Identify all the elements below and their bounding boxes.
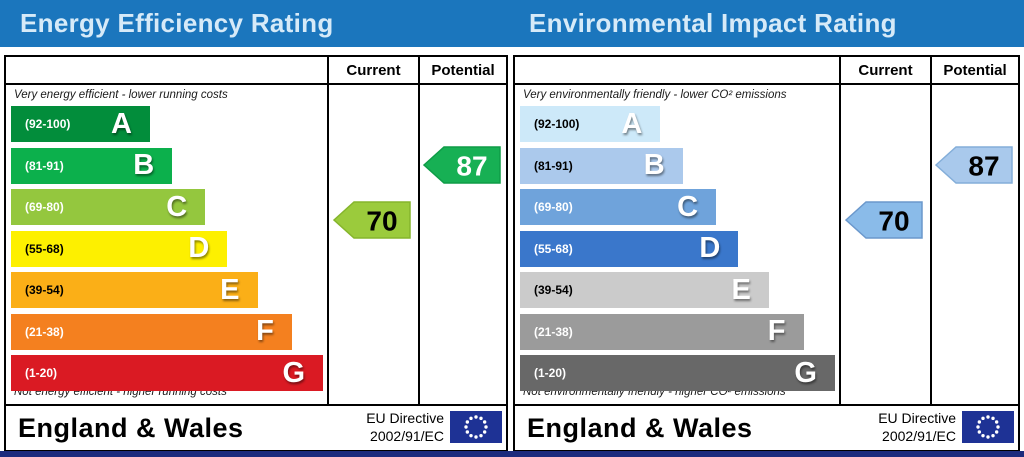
eu-directive-line2: 2002/91/EC <box>882 427 956 444</box>
rating-band-e: (39-54) E <box>520 272 769 308</box>
eu-directive-line1: EU Directive <box>878 410 956 426</box>
band-letter: E <box>220 273 240 306</box>
eu-flag-icon <box>962 411 1014 443</box>
band-letter: F <box>256 315 274 347</box>
band-range-label: (69-80) <box>534 200 573 214</box>
band-range-label: (55-68) <box>534 241 573 256</box>
svg-text:87: 87 <box>968 150 999 181</box>
band-range-label: (69-80) <box>25 200 64 214</box>
region-label: England & Wales <box>18 412 244 443</box>
band-range-label: (21-38) <box>25 324 64 339</box>
bottom-accent-bar <box>0 451 1024 457</box>
potential-column-header: Potential <box>418 57 506 83</box>
rating-band-e: (39-54) E <box>11 272 258 308</box>
rating-band-c: (69-80) C <box>520 189 717 225</box>
rating-band-b: (81-91) B <box>11 147 173 184</box>
top-caption: Very energy efficient - lower running co… <box>14 89 228 101</box>
column-header-row: Current Potential <box>515 57 1018 85</box>
band-letter: E <box>731 273 751 306</box>
rating-band-a: (92-100) A <box>520 106 661 142</box>
rating-band-c: (69-80) C <box>11 189 206 225</box>
top-caption: Very environmentally friendly - lower CO… <box>523 89 787 101</box>
rating-band-b: (81-91) B <box>520 147 683 184</box>
top-header-bar: Energy Efficiency Rating Environmental I… <box>0 0 1024 47</box>
band-range-label: (81-91) <box>25 158 64 173</box>
band-letter: D <box>188 232 210 264</box>
band-range-label: (1-20) <box>534 366 567 380</box>
panel-footer: England & Wales EU Directive 2002/91/EC <box>515 404 1018 450</box>
eu-directive-text: EU Directive 2002/91/EC <box>366 410 444 445</box>
energy-efficiency-title: Energy Efficiency Rating <box>20 8 334 38</box>
eu-directive-text: EU Directive 2002/91/EC <box>878 410 956 445</box>
header-spacer-cell <box>515 57 839 83</box>
band-range-label: (81-91) <box>534 158 573 173</box>
potential-rating-arrow: 87 <box>423 145 501 184</box>
panel-footer: England & Wales EU Directive 2002/91/EC <box>6 404 506 450</box>
rating-band-d: (55-68) D <box>520 230 739 267</box>
potential-value-column: 87 <box>930 85 1018 404</box>
rating-band-d: (55-68) D <box>11 230 228 267</box>
band-letter: G <box>282 356 305 389</box>
rating-band-f: (21-38) F <box>520 313 804 350</box>
column-header-row: Current Potential <box>6 57 506 85</box>
band-letter: C <box>677 190 699 223</box>
eu-directive-line1: EU Directive <box>366 410 444 426</box>
band-range-label: (39-54) <box>25 283 64 297</box>
band-range-label: (92-100) <box>534 117 580 131</box>
current-value-column: 70 <box>839 85 930 404</box>
rating-chart-area: Very environmentally friendly - lower CO… <box>515 85 1018 404</box>
current-rating-arrow: 70 <box>845 201 923 239</box>
band-letter: B <box>133 149 155 181</box>
band-range-label: (55-68) <box>25 241 64 256</box>
band-range-label: (1-20) <box>25 366 58 380</box>
rating-band-g: (1-20) G <box>520 355 835 391</box>
environmental-impact-panel: Current Potential Very environmentally f… <box>513 55 1020 452</box>
band-range-label: (21-38) <box>534 324 573 339</box>
svg-text:70: 70 <box>366 206 397 237</box>
header-spacer-cell <box>6 57 327 83</box>
region-label: England & Wales <box>527 412 753 443</box>
eu-flag-icon <box>450 411 502 443</box>
potential-rating-arrow: 87 <box>935 145 1013 184</box>
current-column-header: Current <box>839 57 930 83</box>
band-letter: D <box>699 232 721 264</box>
rating-band-g: (1-20) G <box>11 355 323 391</box>
energy-efficiency-panel: Current Potential Very energy efficient … <box>4 55 508 452</box>
band-range-label: (39-54) <box>534 283 573 297</box>
environmental-impact-title: Environmental Impact Rating <box>529 8 897 38</box>
band-letter: A <box>111 107 132 140</box>
bands-area: Very energy efficient - lower running co… <box>6 85 327 404</box>
band-letter: A <box>621 107 643 140</box>
current-rating-arrow: 70 <box>333 201 411 239</box>
svg-text:70: 70 <box>878 206 909 237</box>
potential-column-header: Potential <box>930 57 1018 83</box>
band-letter: B <box>643 149 665 181</box>
band-letter: G <box>794 356 817 389</box>
current-value-column: 70 <box>327 85 418 404</box>
band-letter: C <box>166 190 188 223</box>
rating-band-a: (92-100) A <box>11 106 150 142</box>
bands-area: Very environmentally friendly - lower CO… <box>515 85 839 404</box>
band-letter: F <box>767 315 786 347</box>
band-range-label: (92-100) <box>25 117 71 131</box>
svg-text:87: 87 <box>456 150 487 181</box>
rating-chart-area: Very energy efficient - lower running co… <box>6 85 506 404</box>
rating-band-f: (21-38) F <box>11 313 292 350</box>
current-column-header: Current <box>327 57 418 83</box>
potential-value-column: 87 <box>418 85 506 404</box>
eu-directive-line2: 2002/91/EC <box>370 427 444 444</box>
